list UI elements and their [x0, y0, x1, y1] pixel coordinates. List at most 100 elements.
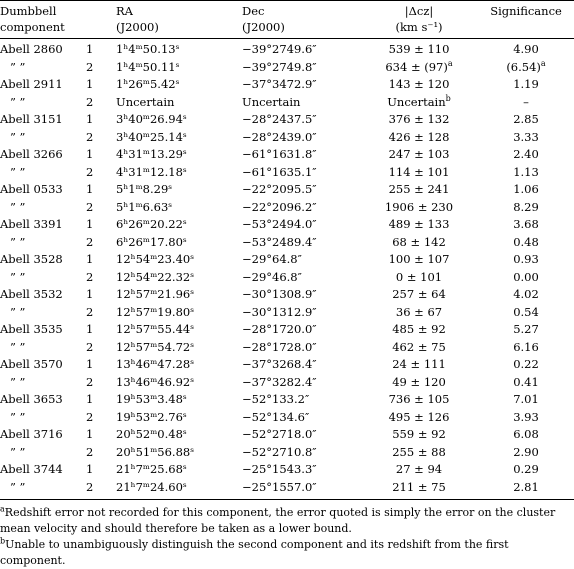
cell-component: Abell 3532 1	[0, 286, 116, 304]
dcz-value: 539 ± 110	[388, 42, 450, 56]
table-row: ” ” 2 21ʰ7ᵐ24.60ˢ −25°1557.0″ 211 ± 75 2.81	[0, 479, 574, 497]
cluster-name: Abell 3716	[0, 427, 63, 441]
cell-significance: 3.68	[478, 216, 574, 234]
cell-ra: 20ʰ51ᵐ56.88ˢ	[116, 444, 195, 459]
cell-component: ” ” 2	[0, 59, 116, 77]
cell-dec: −29°64.8″	[242, 252, 302, 266]
table-row: Abell 0533 1 5ʰ1ᵐ8.29ˢ −22°2095.5″ 255 ± 241…	[0, 181, 574, 199]
cell-dec: −37°3472.9″	[242, 77, 317, 91]
cell-dec: −37°3282.4″	[242, 374, 317, 389]
cell-dcz: 426 ± 128	[360, 129, 478, 147]
header-component-2: component	[0, 20, 65, 34]
cell-dcz: 495 ± 126	[360, 409, 478, 427]
cluster-name: ” ”	[10, 409, 26, 424]
cluster-name: ” ”	[10, 339, 26, 354]
cluster-name: Abell 3151	[0, 112, 63, 126]
significance-value: –	[523, 94, 529, 109]
table-body: Abell 2860 1 1ʰ4ᵐ50.13ˢ −39°2749.6″ 539 ± 11…	[0, 38, 574, 496]
cell-component: Abell 3391 1	[0, 216, 116, 234]
cell-component: ” ” 2	[0, 304, 116, 322]
component-number: 1	[86, 287, 94, 301]
significance-value: 0.29	[513, 462, 539, 476]
cell-dcz: 24 ± 111	[360, 356, 478, 374]
table-row: ” ” 2 1ʰ4ᵐ50.11ˢ −39°2749.8″ 634 ± (97)a (6.5…	[0, 59, 574, 77]
footnote-a: aRedshift error not recorded for this co…	[0, 505, 574, 537]
cell-dec: −61°1635.1″	[242, 164, 317, 179]
significance-value: 2.85	[513, 112, 539, 126]
significance-value: 3.93	[513, 409, 539, 424]
cell-dec: −37°3268.4″	[242, 357, 317, 371]
cell-dcz: 143 ± 120	[360, 76, 478, 94]
cell-significance: –	[478, 94, 574, 112]
top-rule	[0, 0, 574, 1]
cell-significance: 6.08	[478, 426, 574, 444]
dcz-value: 736 ± 105	[388, 392, 450, 406]
cell-dcz: 634 ± (97)a	[360, 59, 478, 77]
table-row: ” ” 2 6ʰ26ᵐ17.80ˢ −53°2489.4″ 68 ± 142 0.48	[0, 234, 574, 252]
table-row: ” ” 2 3ʰ40ᵐ25.14ˢ −28°2439.0″ 426 ± 128 3.33	[0, 129, 574, 147]
significance-value: 4.02	[513, 287, 539, 301]
cell-dcz: 49 ± 120	[360, 374, 478, 392]
cell-dec: −61°1631.8″	[242, 147, 317, 161]
component-number: 2	[86, 59, 94, 74]
cell-dec: −30°1312.9″	[242, 304, 317, 319]
significance-value: 3.68	[513, 217, 539, 231]
table-row: Abell 3266 1 4ʰ31ᵐ13.29ˢ −61°1631.8″ 247 ± 1…	[0, 146, 574, 164]
dcz-value: 24 ± 111	[392, 357, 446, 371]
cell-ra: 12ʰ57ᵐ21.96ˢ	[116, 287, 195, 301]
cell-significance: 2.40	[478, 146, 574, 164]
cell-significance: 7.01	[478, 391, 574, 409]
cell-component: Abell 3266 1	[0, 146, 116, 164]
component-number: 2	[86, 479, 94, 494]
dcz-value: 68 ± 142	[392, 234, 446, 249]
component-number: 2	[86, 164, 94, 179]
footnote-b: bUnable to unambiguously distinguish the…	[0, 537, 574, 569]
cell-dcz: 36 ± 67	[360, 304, 478, 322]
significance-value: 5.27	[513, 322, 539, 336]
cell-component: Abell 2860 1	[0, 38, 116, 59]
table-row: Abell 3535 1 12ʰ57ᵐ55.44ˢ −28°1720.0″ 485 ± …	[0, 321, 574, 339]
cell-dec: −28°1720.0″	[242, 322, 317, 336]
cluster-name: ” ”	[10, 479, 26, 494]
dcz-value: Uncertain	[387, 94, 446, 109]
cell-dcz: 255 ± 88	[360, 444, 478, 462]
cell-dec: −39°2749.8″	[242, 59, 317, 74]
cell-ra: 5ʰ1ᵐ8.29ˢ	[116, 182, 173, 196]
component-number: 2	[86, 269, 94, 284]
header-row-1: Dumbbell RA Dec |Δcz| Significance	[0, 0, 574, 19]
cell-significance: 8.29	[478, 199, 574, 217]
component-number: 2	[86, 444, 94, 459]
dcz-value: 1906 ± 230	[384, 199, 454, 214]
component-number: 1	[86, 42, 94, 56]
header-ra-1: RA	[116, 4, 133, 18]
cell-component: ” ” 2	[0, 199, 116, 217]
cell-dec: −25°1557.0″	[242, 479, 317, 494]
cluster-name: Abell 3391	[0, 217, 63, 231]
dcz-value: 0 ± 101	[395, 269, 443, 284]
cluster-name: Abell 3744	[0, 462, 63, 476]
cell-ra: 4ʰ31ᵐ12.18ˢ	[116, 164, 187, 179]
cell-ra: 21ʰ7ᵐ25.68ˢ	[116, 462, 187, 476]
table-row: ” ” 2 13ʰ46ᵐ46.92ˢ −37°3282.4″ 49 ± 120 0.41	[0, 374, 574, 392]
sig-footnote-marker: a	[540, 58, 546, 68]
cell-component: Abell 3528 1	[0, 251, 116, 269]
dcz-value: 634 ± (97)	[385, 59, 448, 74]
cell-component: Abell 3716 1	[0, 426, 116, 444]
significance-value: 1.13	[513, 164, 539, 179]
component-number: 1	[86, 252, 94, 266]
cell-dcz: 68 ± 142	[360, 234, 478, 252]
dcz-value: 114 ± 101	[388, 164, 450, 179]
cell-dcz: 0 ± 101	[360, 269, 478, 287]
cell-ra: 19ʰ53ᵐ2.76ˢ	[116, 409, 187, 424]
cell-dcz: 247 ± 103	[360, 146, 478, 164]
dcz-value: 247 ± 103	[388, 147, 450, 161]
cell-significance: 1.13	[478, 164, 574, 182]
dcz-value: 462 ± 75	[392, 339, 446, 354]
dcz-value: 255 ± 241	[388, 182, 450, 196]
cell-component: ” ” 2	[0, 479, 116, 497]
component-number: 2	[86, 199, 94, 214]
cluster-name: Abell 3532	[0, 287, 63, 301]
dcz-value: 143 ± 120	[388, 77, 450, 91]
cluster-name: ” ”	[10, 199, 26, 214]
table-row: Abell 3532 1 12ʰ57ᵐ21.96ˢ −30°1308.9″ 257 ± …	[0, 286, 574, 304]
